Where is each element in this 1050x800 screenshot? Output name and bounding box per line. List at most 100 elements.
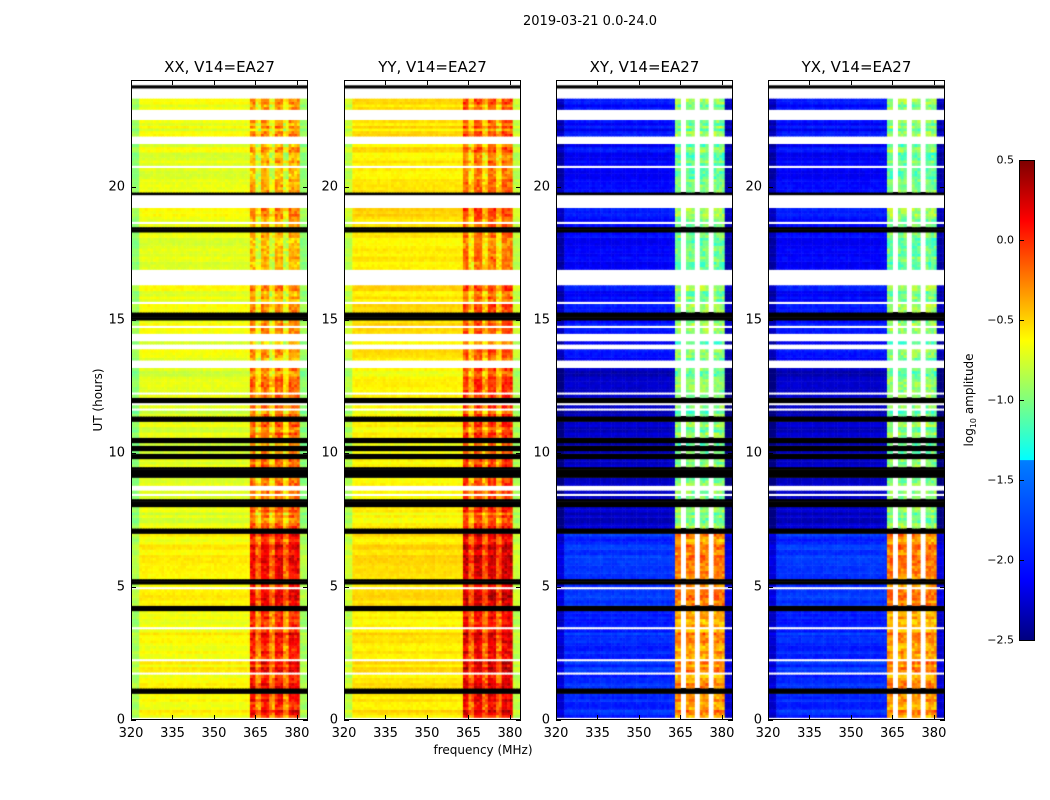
x-tick-mark	[296, 80, 298, 85]
panel-title: YX, V14=EA27	[801, 58, 912, 76]
x-tick-mark	[556, 715, 557, 720]
y-tick-mark	[728, 320, 733, 321]
x-tick-mark	[172, 715, 174, 720]
y-tick-mark	[940, 453, 945, 455]
panel-title: XY, V14=EA27	[589, 58, 700, 76]
y-tick-mark	[556, 186, 561, 188]
y-tick-label: 0	[329, 712, 338, 728]
y-tick-mark	[344, 453, 349, 455]
x-tick-mark	[213, 715, 215, 720]
x-tick-mark	[597, 80, 599, 85]
x-tick-mark	[131, 80, 132, 85]
y-tick-label: 0	[753, 712, 762, 728]
y-tick-mark	[131, 720, 136, 721]
colorbar-tick-label: −1.0	[987, 393, 1014, 407]
x-tick-label: 320	[118, 726, 144, 741]
y-tick-label: 15	[745, 312, 762, 328]
y-tick-mark	[556, 320, 561, 321]
x-tick-mark	[597, 715, 599, 720]
colorbar-tick-label: 0.5	[996, 153, 1015, 167]
colorbar	[1019, 160, 1035, 641]
x-tick-mark	[213, 80, 215, 85]
panel-xy: XY, V14=EA27 0 5 10 15 20 320 335 350 365 380	[533, 58, 734, 741]
x-tick-label: 335	[797, 726, 822, 741]
x-tick-mark	[638, 715, 640, 720]
y-tick-mark	[940, 320, 945, 321]
x-tick-mark	[809, 80, 811, 85]
x-tick-mark	[344, 80, 345, 85]
y-tick-mark	[768, 453, 773, 455]
x-tick-label: 320	[331, 726, 357, 741]
x-tick-mark	[556, 80, 557, 85]
y-tick-mark	[768, 720, 773, 721]
y-tick-mark	[728, 453, 733, 455]
y-tick-mark	[344, 320, 349, 321]
x-tick-mark	[426, 80, 428, 85]
y-axis-label: UT (hours)	[91, 368, 105, 432]
x-tick-label: 350	[838, 726, 864, 741]
x-tick-label: 365	[243, 726, 268, 741]
y-tick-label: 5	[541, 579, 550, 595]
x-tick-mark	[680, 80, 682, 85]
y-tick-mark	[556, 453, 561, 455]
y-tick-mark	[516, 720, 521, 721]
x-tick-mark	[255, 80, 257, 85]
x-tick-label: 365	[668, 726, 693, 741]
x-tick-mark	[385, 80, 387, 85]
axes-frame	[556, 80, 733, 720]
colorbar-tick-mark	[1020, 480, 1024, 481]
y-tick-mark	[516, 453, 521, 455]
y-tick-mark	[303, 586, 308, 588]
y-tick-mark	[344, 586, 349, 588]
y-tick-mark	[303, 720, 308, 721]
x-tick-mark	[850, 80, 852, 85]
y-tick-mark	[940, 586, 945, 588]
y-tick-label: 0	[541, 712, 550, 728]
heatmap	[344, 80, 521, 720]
colorbar-tick-mark	[1020, 400, 1024, 401]
x-tick-mark	[933, 715, 935, 720]
y-tick-mark	[131, 586, 136, 588]
heatmap	[131, 80, 308, 720]
colorbar-tick-mark	[1020, 320, 1024, 321]
x-tick-mark	[850, 715, 852, 720]
y-tick-mark	[131, 186, 136, 188]
panel-yy: YY, V14=EA27 0 5 10 15 20 320 335 350 365 380	[321, 58, 522, 741]
x-tick-label: 320	[755, 726, 781, 741]
y-tick-label: 10	[108, 445, 125, 461]
x-tick-mark	[509, 715, 511, 720]
x-tick-mark	[721, 80, 723, 85]
x-tick-mark	[680, 715, 682, 720]
y-tick-label: 5	[753, 579, 762, 595]
y-tick-label: 10	[745, 445, 762, 461]
x-tick-mark	[809, 715, 811, 720]
y-tick-mark	[516, 586, 521, 588]
y-tick-mark	[728, 586, 733, 588]
y-tick-label: 10	[321, 445, 338, 461]
y-tick-label: 10	[533, 445, 550, 461]
y-tick-mark	[344, 720, 349, 721]
x-tick-mark	[255, 715, 257, 720]
x-tick-label: 380	[284, 726, 310, 741]
y-tick-mark	[516, 186, 521, 188]
y-tick-label: 0	[116, 712, 125, 728]
y-tick-mark	[940, 186, 945, 188]
colorbar-tick-mark	[1020, 160, 1024, 161]
y-tick-label: 15	[533, 312, 550, 328]
panel-yx: YX, V14=EA27 0 5 10 15 20 320 335 350 365 380	[745, 58, 946, 741]
y-tick-mark	[303, 186, 308, 188]
x-tick-mark	[426, 715, 428, 720]
y-tick-label: 15	[108, 312, 125, 328]
y-tick-mark	[303, 320, 308, 321]
colorbar-tick-mark	[1020, 640, 1024, 641]
x-tick-mark	[933, 80, 935, 85]
colorbar-tick-mark	[1020, 560, 1024, 561]
y-tick-mark	[303, 453, 308, 455]
figure-title: 2019-03-21 0.0-24.0	[523, 14, 657, 29]
y-tick-label: 20	[745, 179, 762, 195]
heatmap	[768, 80, 945, 720]
axes-frame	[131, 80, 308, 720]
x-tick-label: 365	[456, 726, 481, 741]
y-tick-label: 20	[533, 179, 550, 195]
colorbar-tick-label: 0.0	[996, 233, 1015, 247]
